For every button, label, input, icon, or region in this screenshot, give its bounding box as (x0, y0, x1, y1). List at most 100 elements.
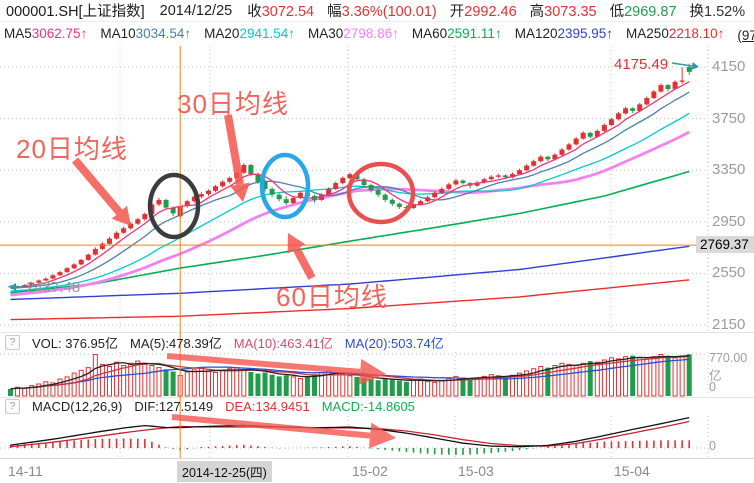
dif-line (10, 416, 690, 448)
candle-body (85, 254, 91, 260)
period-label[interactable]: (97日) (737, 27, 754, 43)
candle-body (99, 243, 105, 249)
candle-body (665, 85, 671, 89)
candle-body (396, 203, 402, 207)
volume-bar (474, 377, 480, 397)
vol-label: VOL: (32, 335, 62, 351)
volume-bar (241, 369, 247, 397)
volume-bar (658, 354, 664, 397)
volume-bar (601, 359, 607, 397)
volume-bar (128, 362, 134, 397)
candle-body (78, 259, 84, 265)
candle-body (64, 268, 70, 273)
volume-bar (227, 368, 233, 397)
volume-bar (432, 381, 438, 397)
time-axis-label: 15-04 (614, 463, 650, 479)
candle-body (637, 104, 643, 111)
candle-body (495, 175, 501, 177)
volume-bar (665, 355, 671, 396)
crosshair-date-badge: 2014-12-25(四) (177, 461, 272, 482)
candle-body (22, 285, 28, 286)
volume-bar (8, 388, 13, 396)
volume-bar (234, 367, 240, 397)
volume-bar (418, 378, 424, 397)
macd-val-1: DEA:134.9451 (225, 398, 310, 414)
macd-indicator-bar: ? MACD(12,26,9) DIF:127.5149 DEA:134.9451… (0, 398, 705, 414)
volume-bar (453, 375, 459, 397)
candle-body (262, 181, 268, 189)
volume-bar (248, 372, 254, 396)
volume-bar (495, 375, 501, 397)
volume-bar (57, 378, 63, 397)
low-price-marker: 2437.48 (26, 279, 81, 296)
symbol-name[interactable]: 000001.SH[上证指数] (6, 4, 145, 20)
macd-value-items: DIF:127.5149 DEA:134.9451 MACD:-14.8605 (134, 399, 415, 414)
candle-body (205, 190, 211, 194)
volume-bar (50, 382, 56, 397)
candle-body (163, 199, 169, 208)
candle-body (460, 180, 466, 184)
dea-line (10, 420, 690, 448)
volume-bar (382, 378, 388, 396)
candle-body (403, 207, 409, 208)
ma-item-2: MA202941.54↑ (204, 26, 296, 41)
volume-bar (43, 381, 49, 397)
volume-bar (630, 355, 636, 396)
volume-bar (85, 367, 91, 397)
volume-bar (679, 355, 685, 397)
volume-bar (22, 387, 28, 397)
candle-body (658, 85, 664, 92)
candle-body (191, 196, 197, 202)
candle-body (142, 214, 148, 220)
time-axis-label: 15-03 (458, 463, 494, 479)
volume-bar (354, 376, 360, 396)
annotation-ma60-label: 60日均线 (276, 282, 388, 312)
help-icon[interactable]: ? (5, 398, 20, 414)
volume-bar (213, 372, 219, 397)
volume-bar (156, 367, 162, 397)
vol-value: 376.95亿 (65, 335, 119, 351)
candle-body (241, 165, 247, 173)
candle-body (128, 223, 134, 229)
volume-bar (467, 379, 473, 396)
candle-body (114, 232, 120, 239)
help-icon[interactable]: ? (5, 334, 20, 350)
annotation-ma30-label: 30日均线 (177, 89, 289, 119)
volume-bar (460, 377, 466, 396)
ma-item-0: MA53062.75↑ (4, 26, 88, 41)
candle-body (580, 132, 586, 139)
volume-bar (220, 369, 226, 397)
candle-body (446, 184, 452, 189)
volume-bar (545, 367, 551, 396)
volume-bar (333, 372, 339, 397)
candle-body (538, 156, 544, 162)
candle-body (509, 174, 515, 178)
candle-body (474, 182, 480, 186)
time-axis-label: 15-02 (352, 463, 388, 479)
candle-body (290, 197, 296, 204)
volume-bar (276, 376, 282, 396)
candle-body (340, 177, 346, 184)
y-axis-label: 2150 (712, 316, 746, 333)
period-selector[interactable]: (97日)▼ (737, 24, 754, 44)
volume-bar (587, 361, 593, 396)
volume-bar (439, 380, 445, 397)
candle-body (608, 119, 614, 125)
ma-items: MA53062.75↑ MA103034.54↑ MA202941.54↑ MA302… (4, 26, 724, 41)
candle-body (248, 165, 254, 174)
candle-body (623, 108, 629, 114)
volume-bar (340, 374, 346, 397)
volume-bar (135, 360, 141, 397)
volume-bar (99, 363, 105, 397)
ma-item-5: MA1202395.95↑ (514, 26, 614, 41)
candle-body (418, 201, 424, 205)
quote-title-bar: 000001.SH[上证指数] 2014/12/25 收3072.54 幅3.36… (0, 0, 754, 22)
ma250-line (10, 279, 690, 321)
ma10-line (10, 91, 690, 289)
vol-ma-1: MA(10):463.41亿 (233, 335, 333, 351)
volume-bar (623, 356, 629, 397)
candle-body (481, 179, 487, 183)
candle-body (630, 108, 636, 111)
